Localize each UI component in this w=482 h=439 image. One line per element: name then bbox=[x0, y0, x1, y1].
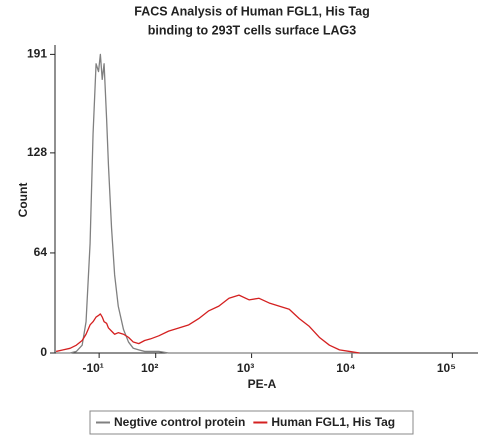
x-tick-label: 10² bbox=[141, 361, 158, 375]
x-tick-label: 10³ bbox=[237, 361, 254, 375]
series-line bbox=[56, 53, 360, 354]
x-tick-label: 10⁴ bbox=[336, 361, 355, 375]
legend-label: Human FGL1, His Tag bbox=[271, 415, 395, 429]
y-axis-label: Count bbox=[16, 183, 30, 218]
x-axis-label: PE-A bbox=[248, 377, 277, 391]
chart-title: FACS Analysis of Human FGL1, His Tag bbox=[134, 4, 369, 18]
chart-subtitle: binding to 293T cells surface LAG3 bbox=[148, 23, 356, 37]
series-line bbox=[55, 294, 360, 354]
y-tick-label: 64 bbox=[34, 245, 48, 259]
y-tick-label: 128 bbox=[27, 145, 47, 159]
legend-box bbox=[89, 410, 414, 435]
x-tick-label: -10¹ bbox=[82, 361, 103, 375]
x-tick-label: 10⁵ bbox=[437, 361, 456, 375]
y-tick-label: 0 bbox=[40, 345, 47, 359]
legend-label: Negtive control protein bbox=[114, 415, 245, 429]
y-tick-label: 191 bbox=[27, 47, 47, 61]
